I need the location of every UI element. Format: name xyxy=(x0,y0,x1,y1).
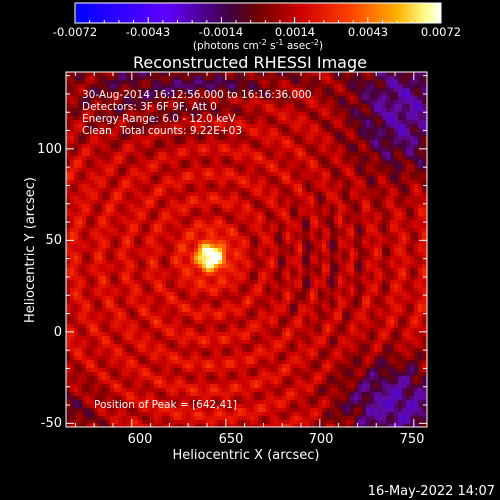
colorbar-tick-1: -0.0072 xyxy=(53,25,97,39)
y-tick-label-100: 100 xyxy=(37,142,62,157)
annotation-energy-range: Energy Range: 6.0 - 12.0 keV xyxy=(82,113,236,125)
annotation-total-counts: Total counts: 9.22E+03 xyxy=(119,125,242,137)
colorbar-tick-2: -0.0043 xyxy=(126,25,170,39)
annotation-time-range: 30-Aug-2014 16:12:56.000 to 16:16:36.000 xyxy=(82,89,312,101)
annotation-detectors: Detectors: 3F 6F 9F, Att 0 xyxy=(82,101,217,113)
colorbar-tick-5: 0.0043 xyxy=(348,25,388,39)
x-tick-label-750: 750 xyxy=(400,432,425,447)
y-tick-label-minus50: -50 xyxy=(41,416,62,431)
y-tick-label-0: 0 xyxy=(54,325,62,340)
colorbar xyxy=(74,2,442,24)
x-tick-label-650: 650 xyxy=(219,432,244,447)
heatmap-image xyxy=(66,72,427,427)
footer-timestamp: 16-May-2022 14:07 xyxy=(368,484,495,499)
colorbar-tick-3: -0.0014 xyxy=(199,25,243,39)
axis-ticks xyxy=(66,72,427,427)
annotation-peak-position: Position of Peak = [642,41] xyxy=(94,399,237,411)
x-axis-label: Heliocentric X (arcsec) xyxy=(173,448,320,463)
x-tick-label-700: 700 xyxy=(309,432,334,447)
y-axis-label: Heliocentric Y (arcsec) xyxy=(23,177,38,323)
annotation-algorithm: Clean xyxy=(82,125,112,137)
colorbar-unit-label: (photons cm-2 s-1 asec-2) xyxy=(193,38,323,52)
colorbar-tick-4: 0.0014 xyxy=(275,25,315,39)
x-tick-label-600: 600 xyxy=(128,432,153,447)
chart-title: Reconstructed RHESSI Image xyxy=(133,53,367,72)
colorbar-tick-6: 0.0072 xyxy=(421,25,461,39)
plot-frame xyxy=(65,71,428,428)
colorbar-ticks xyxy=(74,17,442,23)
y-tick-label-50: 50 xyxy=(45,233,62,248)
